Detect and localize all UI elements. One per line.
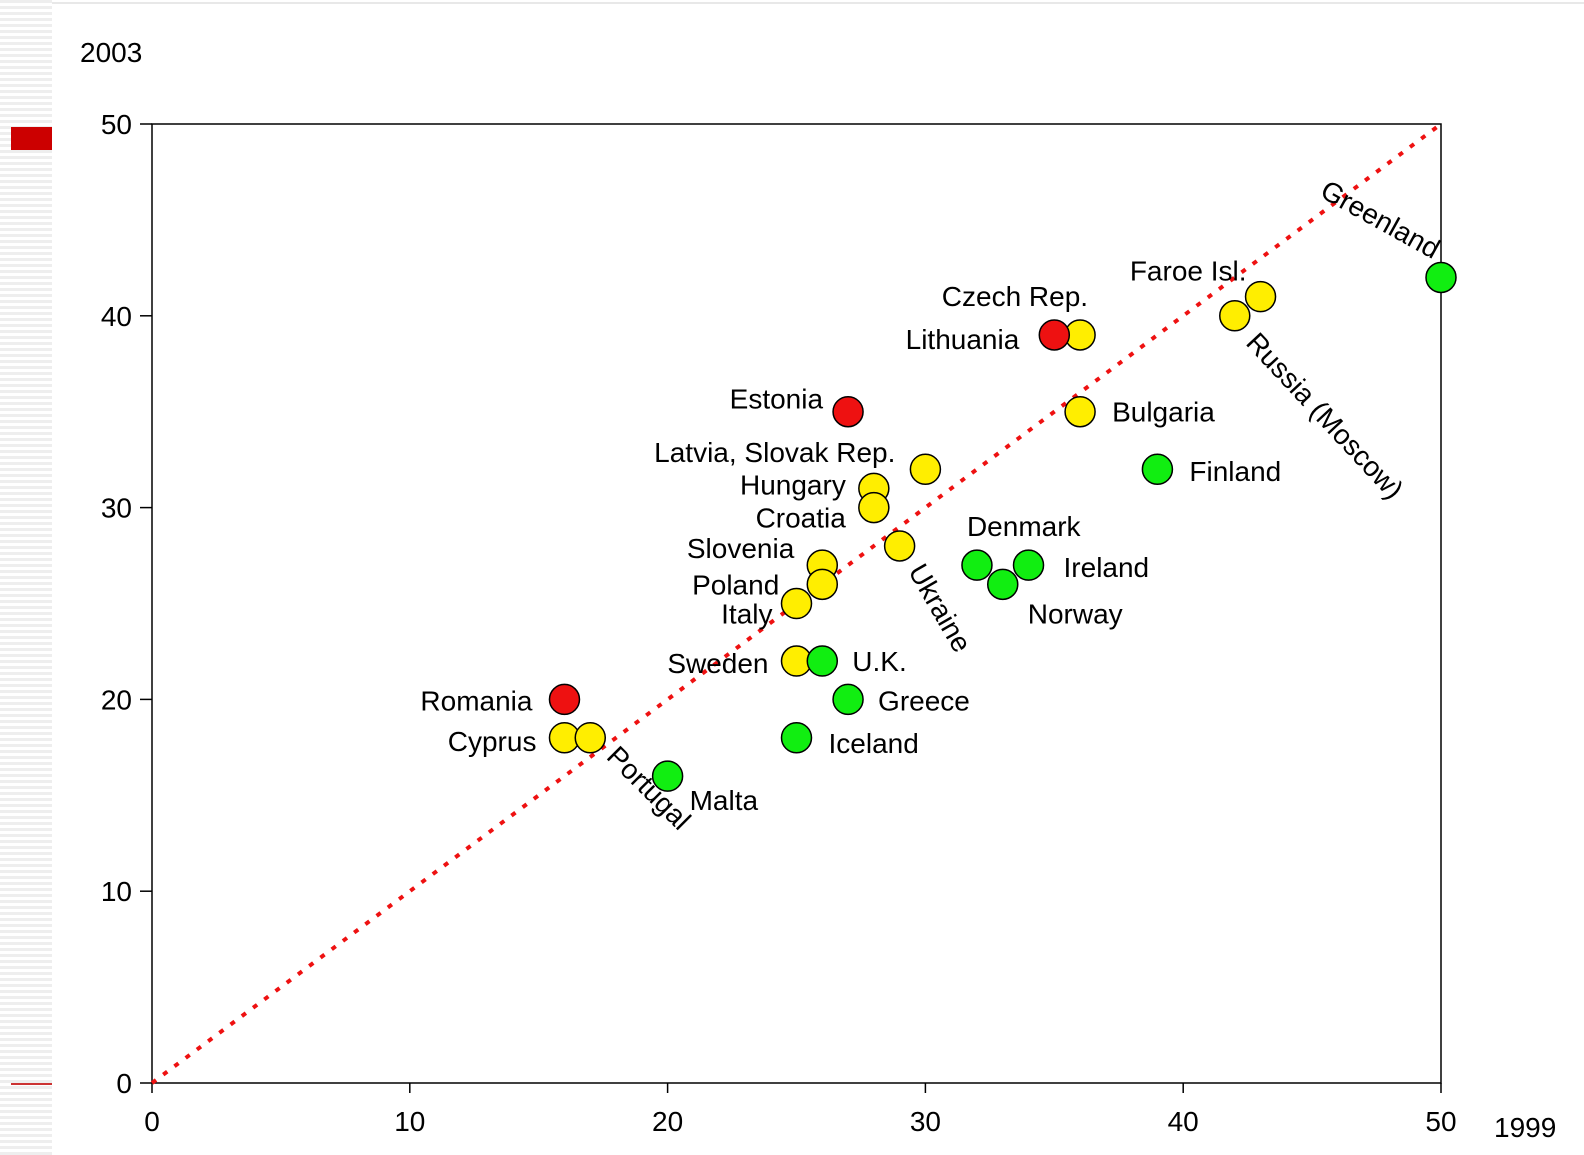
y-tick-label: 40 bbox=[101, 301, 132, 332]
reference-line-group bbox=[150, 122, 1443, 1085]
y-tick-label: 30 bbox=[101, 493, 132, 524]
data-label: Italy bbox=[721, 599, 772, 630]
data-point bbox=[858, 491, 890, 524]
slide-marker bbox=[11, 127, 52, 150]
plot-frame bbox=[151, 123, 1442, 1084]
reference-line bbox=[150, 122, 1443, 1085]
y-tick-label: 20 bbox=[101, 684, 132, 715]
data-label: Latvia, Slovak Rep. bbox=[654, 437, 895, 468]
data-point bbox=[1141, 453, 1174, 485]
top-border bbox=[52, 2, 1584, 4]
x-tick-label: 40 bbox=[1168, 1106, 1199, 1137]
data-label: Croatia bbox=[756, 503, 847, 534]
data-point bbox=[1064, 395, 1096, 428]
data-label: Iceland bbox=[829, 728, 919, 759]
data-label: U.K. bbox=[852, 646, 906, 677]
data-point bbox=[806, 568, 839, 601]
y-tick-label: 0 bbox=[116, 1068, 132, 1099]
data-point bbox=[1425, 261, 1457, 294]
data-point bbox=[1012, 549, 1045, 581]
data-point bbox=[1038, 319, 1071, 351]
data-point bbox=[1244, 280, 1277, 313]
data-point bbox=[986, 568, 1019, 601]
data-label: Bulgaria bbox=[1112, 397, 1215, 428]
data-point bbox=[883, 530, 916, 562]
x-tick-label: 0 bbox=[144, 1106, 160, 1137]
y-tick-label: 50 bbox=[101, 109, 132, 140]
data-label: Slovenia bbox=[687, 533, 795, 564]
data-label: Cyprus bbox=[448, 726, 537, 757]
data-point bbox=[832, 683, 864, 716]
data-label: Norway bbox=[1028, 598, 1123, 629]
data-label: Sweden bbox=[667, 648, 768, 679]
data-label: Lithuania bbox=[906, 324, 1020, 355]
data-point bbox=[832, 395, 864, 428]
x-tick-label: 30 bbox=[910, 1106, 941, 1137]
data-label: Portugal bbox=[601, 740, 697, 836]
slide-marker-line bbox=[11, 1083, 52, 1085]
data-label: Greece bbox=[878, 685, 970, 716]
data-point bbox=[780, 722, 813, 754]
slide-side-strip bbox=[0, 0, 52, 1155]
data-label: Ireland bbox=[1064, 552, 1150, 583]
data-point bbox=[780, 587, 813, 620]
data-point bbox=[574, 722, 607, 754]
data-label: Hungary bbox=[740, 469, 846, 500]
data-point bbox=[909, 453, 942, 485]
data-point bbox=[806, 645, 839, 677]
y-axis-label: 2003 bbox=[80, 37, 142, 68]
data-label: Estonia bbox=[730, 384, 824, 415]
data-point bbox=[548, 683, 581, 716]
x-axis-label: 1999 bbox=[1494, 1112, 1556, 1143]
data-label: Malta bbox=[690, 785, 759, 816]
data-point bbox=[961, 549, 993, 581]
y-tick-label: 10 bbox=[101, 876, 132, 907]
x-tick-label: 20 bbox=[652, 1106, 683, 1137]
data-label: Czech Rep. bbox=[942, 281, 1088, 312]
data-label: Denmark bbox=[967, 511, 1082, 542]
axes: 0 10 20 30 40 50 0 10 20 30 40 50 bbox=[101, 109, 1457, 1137]
x-tick-label: 50 bbox=[1425, 1106, 1456, 1137]
data-label: Romania bbox=[420, 685, 532, 716]
data-label: Finland bbox=[1189, 456, 1281, 487]
x-tick-label: 10 bbox=[394, 1106, 425, 1137]
data-point bbox=[1219, 300, 1251, 332]
data-point bbox=[651, 760, 684, 792]
data-label: Poland bbox=[692, 569, 779, 600]
data-label: Faroe Isl. bbox=[1130, 256, 1247, 287]
data-points bbox=[548, 261, 1457, 792]
data-label: Greenland bbox=[1316, 174, 1445, 265]
